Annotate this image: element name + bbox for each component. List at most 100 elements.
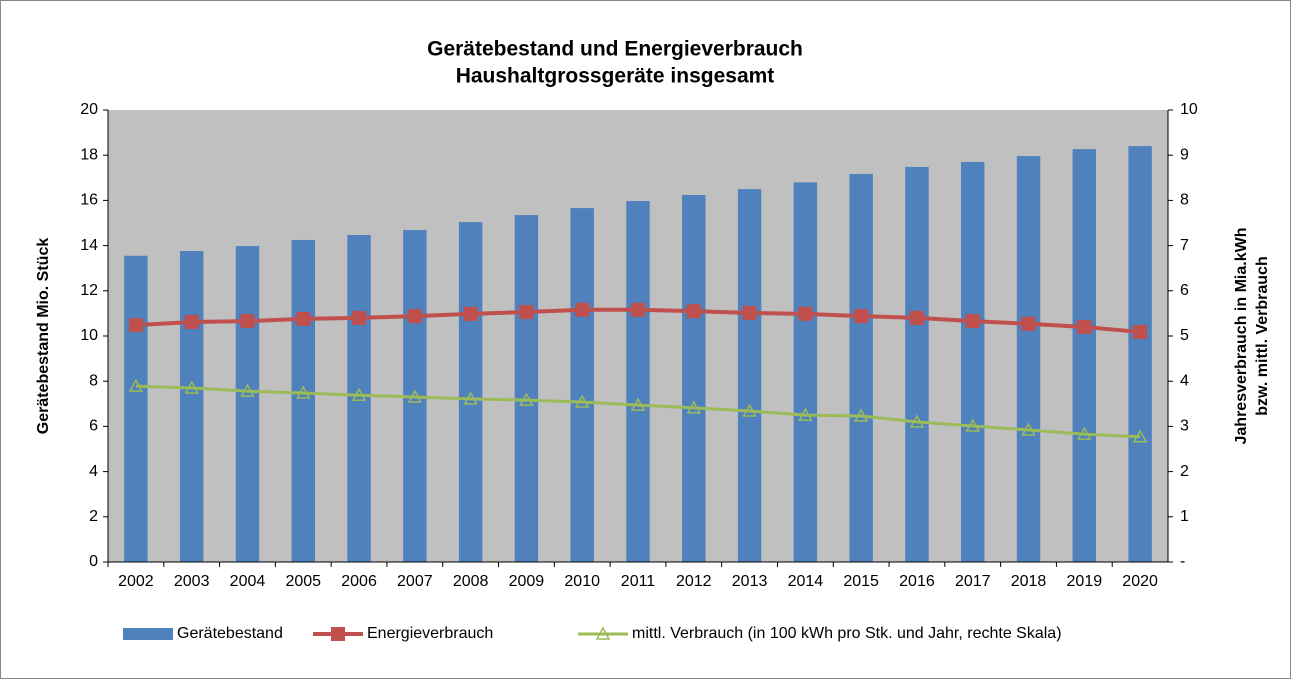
marker bbox=[351, 387, 367, 401]
marker bbox=[352, 310, 367, 325]
y2-tick-label: 1 bbox=[1180, 508, 1189, 525]
marker bbox=[909, 310, 924, 325]
marker bbox=[1021, 422, 1036, 436]
legend-label: Gerätebestand bbox=[177, 625, 283, 642]
y-axis-label: Gerätebestand Mio. Stück bbox=[35, 238, 52, 435]
y-tick-label: 4 bbox=[89, 463, 98, 480]
y2-tick-label: 8 bbox=[1180, 192, 1189, 209]
marker bbox=[574, 394, 590, 408]
marker bbox=[463, 391, 478, 405]
y-tick-label: 16 bbox=[80, 192, 98, 209]
legend-label: Energieverbrauch bbox=[367, 625, 493, 642]
marker bbox=[965, 418, 981, 432]
marker bbox=[742, 305, 757, 320]
legend-swatch bbox=[123, 628, 173, 640]
line bbox=[135, 384, 1141, 439]
y2-axis-label: Jahresverbrauch in Mia.kWh bbox=[1233, 228, 1250, 445]
legend-marker bbox=[331, 627, 345, 641]
y2-tick-label: 5 bbox=[1180, 327, 1189, 344]
marker bbox=[407, 389, 423, 403]
y-tick-label: 14 bbox=[80, 237, 98, 254]
y-tick-label: 12 bbox=[80, 282, 98, 299]
x-tick-label: 2015 bbox=[843, 573, 879, 590]
chart-title: Haushaltgrossgeräte insgesamt bbox=[456, 65, 775, 88]
marker bbox=[742, 403, 757, 417]
marker bbox=[853, 408, 869, 422]
marker bbox=[965, 314, 980, 329]
marker bbox=[128, 378, 144, 392]
marker bbox=[1077, 319, 1092, 334]
x-tick-label: 2016 bbox=[899, 573, 935, 590]
y2-tick-label: - bbox=[1180, 553, 1185, 570]
bar bbox=[514, 215, 539, 562]
x-tick-label: 2019 bbox=[1067, 573, 1103, 590]
marker bbox=[519, 305, 534, 320]
x-tick-label: 2009 bbox=[509, 573, 545, 590]
x-tick-label: 2004 bbox=[230, 573, 266, 590]
x-tick-label: 2002 bbox=[118, 573, 154, 590]
x-tick-label: 2020 bbox=[1122, 573, 1158, 590]
bar bbox=[1072, 149, 1097, 562]
marker bbox=[128, 318, 143, 333]
x-tick-label: 2012 bbox=[676, 573, 712, 590]
y2-tick-label: 4 bbox=[1180, 372, 1189, 389]
x-tick-label: 2010 bbox=[564, 573, 600, 590]
marker bbox=[519, 392, 534, 406]
bar bbox=[905, 166, 929, 562]
marker bbox=[798, 306, 813, 321]
marker bbox=[909, 414, 925, 428]
marker bbox=[798, 407, 813, 421]
marker bbox=[1077, 426, 1092, 440]
marker bbox=[240, 314, 255, 329]
bar bbox=[347, 234, 371, 562]
bar bbox=[235, 246, 260, 562]
bar bbox=[793, 182, 818, 562]
marker bbox=[1132, 429, 1148, 443]
x-tick-label: 2011 bbox=[621, 573, 656, 590]
bar bbox=[737, 189, 762, 562]
y-tick-label: 6 bbox=[89, 418, 98, 435]
bar bbox=[626, 201, 650, 562]
x-tick-label: 2005 bbox=[285, 573, 321, 590]
bar bbox=[1128, 146, 1152, 562]
x-tick-label: 2006 bbox=[341, 573, 377, 590]
y2-tick-label: 9 bbox=[1180, 146, 1189, 163]
x-tick-label: 2018 bbox=[1011, 573, 1047, 590]
x-tick-label: 2008 bbox=[453, 573, 489, 590]
marker bbox=[686, 304, 701, 319]
x-tick-label: 2007 bbox=[397, 573, 433, 590]
y2-tick-label: 3 bbox=[1180, 418, 1189, 435]
bar bbox=[961, 161, 985, 563]
y-tick-label: 0 bbox=[89, 553, 98, 570]
bar bbox=[682, 194, 706, 562]
marker bbox=[686, 400, 702, 414]
marker bbox=[295, 385, 311, 399]
marker bbox=[1133, 324, 1148, 339]
marker bbox=[407, 309, 422, 324]
bar bbox=[124, 255, 148, 562]
y-tick-label: 2 bbox=[89, 508, 98, 525]
y-tick-label: 10 bbox=[80, 327, 98, 344]
y2-tick-label: 10 bbox=[1180, 101, 1198, 118]
marker bbox=[184, 380, 199, 394]
marker bbox=[854, 309, 869, 324]
marker bbox=[630, 397, 646, 411]
chart-title: Gerätebestand und Energieverbrauch bbox=[427, 38, 803, 61]
marker bbox=[575, 302, 590, 317]
y-tick-label: 18 bbox=[80, 146, 98, 163]
marker bbox=[1021, 316, 1036, 331]
marker bbox=[296, 311, 311, 326]
x-tick-label: 2003 bbox=[174, 573, 210, 590]
x-tick-label: 2014 bbox=[788, 573, 824, 590]
y-tick-label: 8 bbox=[89, 372, 98, 389]
bar bbox=[291, 239, 315, 562]
y2-tick-label: 6 bbox=[1180, 282, 1189, 299]
y2-tick-label: 7 bbox=[1180, 237, 1189, 254]
legend-label: mittl. Verbrauch (in 100 kWh pro Stk. un… bbox=[632, 625, 1062, 642]
marker bbox=[631, 302, 645, 317]
legend-marker bbox=[595, 626, 611, 640]
x-tick-label: 2017 bbox=[955, 573, 991, 590]
x-tick-label: 2013 bbox=[732, 573, 768, 590]
bar bbox=[570, 208, 594, 563]
